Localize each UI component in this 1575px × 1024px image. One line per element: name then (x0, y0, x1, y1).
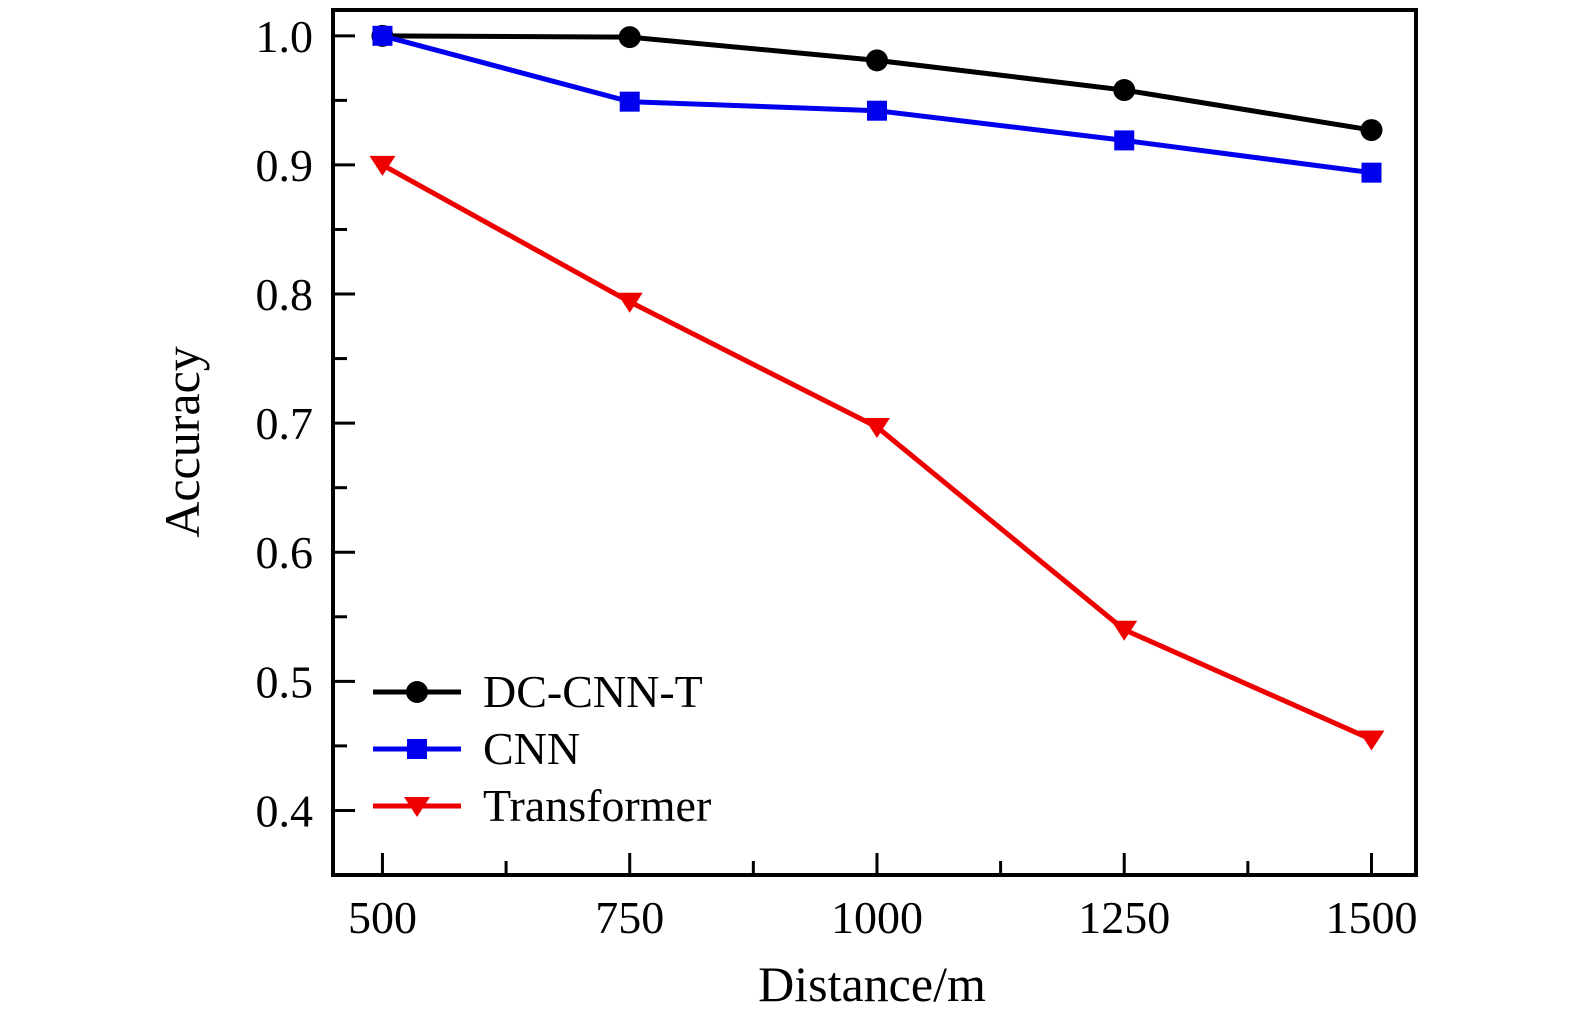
legend: DC-CNN-T CNN Transformer (372, 663, 711, 834)
square-marker-icon (1114, 130, 1135, 151)
legend-label: Transformer (483, 779, 712, 831)
square-marker-icon (372, 25, 393, 46)
x-tick-label: 1250 (1078, 892, 1170, 943)
triangle-down-marker-icon (616, 292, 643, 313)
series-line-transformer (381, 162, 1373, 742)
x-tick-label: 1000 (831, 892, 923, 943)
legend-item: DC-CNN-T (372, 663, 711, 720)
y-tick-label: 0.6 (256, 527, 314, 578)
triangle-down-marker-icon (1358, 730, 1385, 751)
legend-item: Transformer (372, 777, 711, 834)
legend-label: DC-CNN-T (483, 665, 703, 717)
square-marker-icon (619, 91, 640, 112)
triangle-down-marker-icon (1111, 620, 1138, 641)
y-tick-label: 0.8 (256, 269, 314, 320)
triangle-down-marker-icon (404, 796, 430, 817)
x-tick-label: 500 (348, 892, 417, 943)
circle-marker-icon (406, 680, 428, 703)
plot-frame (331, 8, 1418, 877)
legend-triangle-down-sample-icon (373, 796, 461, 817)
legend-label: CNN (483, 722, 581, 774)
y-tick-label: 1.0 (256, 11, 314, 62)
triangle-down-marker-icon (863, 418, 890, 439)
x-axis-title: Distance/m (758, 956, 986, 1012)
circle-marker-icon (1360, 119, 1383, 142)
circle-marker-icon (1113, 79, 1136, 102)
x-tick-label: 750 (595, 892, 664, 943)
y-tick-label: 0.5 (256, 656, 314, 707)
square-marker-icon (407, 738, 427, 759)
y-axis-title: Accuracy (154, 346, 210, 538)
square-marker-icon (866, 100, 887, 121)
circle-marker-icon (618, 26, 641, 49)
y-tick-label: 0.9 (256, 140, 314, 191)
circle-marker-icon (865, 49, 888, 72)
legend-circle-sample-icon (373, 680, 461, 703)
y-tick-label: 0.4 (256, 785, 314, 836)
triangle-down-marker-icon (369, 155, 396, 176)
square-marker-icon (1361, 162, 1382, 183)
legend-item: CNN (372, 720, 711, 777)
y-tick-label: 0.7 (256, 398, 314, 449)
legend-square-sample-icon (373, 738, 461, 759)
x-tick-label: 1500 (1325, 892, 1417, 943)
